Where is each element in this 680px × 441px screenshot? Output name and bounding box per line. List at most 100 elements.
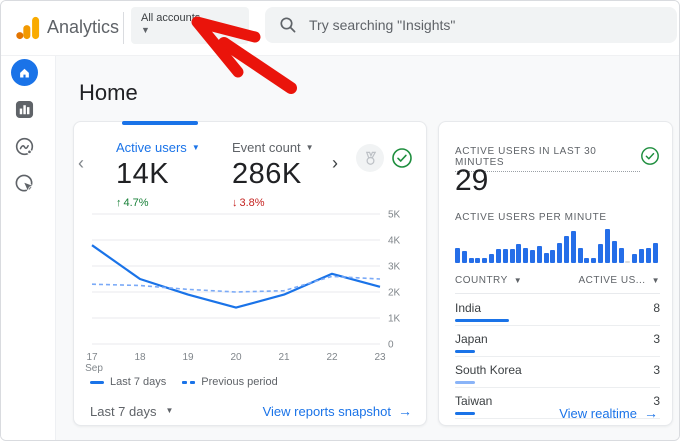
country-active-users: 3 bbox=[653, 394, 660, 408]
country-bar bbox=[455, 412, 475, 415]
metric-value: 286K bbox=[232, 158, 302, 190]
country-active-users: 3 bbox=[653, 332, 660, 346]
metric-label: Event count bbox=[232, 140, 301, 155]
minute-bar bbox=[455, 248, 460, 263]
insights-medal-icon[interactable] bbox=[356, 144, 384, 172]
metric-delta: ↑ 4.7% bbox=[116, 197, 149, 209]
minute-bar bbox=[557, 243, 563, 263]
trend-up-icon: ↑ bbox=[116, 197, 122, 209]
minute-bar bbox=[482, 258, 488, 263]
svg-text:5K: 5K bbox=[388, 210, 401, 221]
country-row[interactable]: Japan 3 bbox=[455, 326, 660, 357]
metrics-prev-button[interactable]: ‹ bbox=[78, 153, 84, 173]
minute-bar bbox=[598, 244, 604, 263]
realtime-title: ACTIVE USERS IN LAST 30 MINUTES bbox=[455, 146, 640, 172]
minute-bar bbox=[577, 248, 583, 263]
country-active-users: 8 bbox=[653, 301, 660, 315]
brand-name: Analytics bbox=[47, 17, 120, 37]
minute-bar bbox=[468, 258, 474, 263]
minute-bars bbox=[455, 227, 658, 263]
country-row[interactable]: India 8 bbox=[455, 295, 660, 326]
svg-text:20: 20 bbox=[230, 352, 242, 363]
google-analytics-logo-icon bbox=[16, 16, 40, 40]
minute-bar bbox=[645, 248, 651, 263]
arrow-right-icon: → bbox=[644, 405, 658, 421]
country-bar bbox=[455, 381, 475, 384]
active-users-trend-chart: 5K 4K 3K 2K 1K 0 17 Sep 18 19 20 21 22 23 bbox=[82, 202, 428, 375]
svg-text:19: 19 bbox=[182, 352, 194, 363]
view-reports-snapshot-link[interactable]: View reports snapshot → bbox=[262, 403, 412, 419]
minute-bar bbox=[638, 249, 644, 263]
minute-bar bbox=[529, 250, 535, 263]
arrow-right-icon: → bbox=[398, 403, 412, 419]
chevron-down-icon: ▼ bbox=[191, 142, 200, 152]
minute-bar bbox=[584, 258, 590, 263]
svg-text:21: 21 bbox=[278, 352, 290, 363]
sidebar-item-reports[interactable] bbox=[10, 95, 38, 123]
svg-text:Sep: Sep bbox=[85, 363, 103, 374]
minute-bar bbox=[632, 254, 638, 263]
chevron-down-icon: ▼ bbox=[651, 275, 660, 285]
metric-selector[interactable]: Event count ▼ bbox=[232, 140, 314, 155]
country-row[interactable]: Taiwan 3 bbox=[455, 388, 660, 419]
sidebar-item-home[interactable] bbox=[10, 58, 38, 86]
active-users-column-header[interactable]: ACTIVE US... ▼ bbox=[578, 275, 660, 286]
country-column-header[interactable]: COUNTRY ▼ bbox=[455, 275, 523, 286]
cursor-target-icon bbox=[15, 174, 35, 192]
sidebar-item-advertising[interactable] bbox=[10, 169, 38, 197]
active-metric-indicator bbox=[122, 121, 198, 125]
svg-text:3K: 3K bbox=[388, 262, 401, 273]
account-selector[interactable]: All accounts ▼ bbox=[131, 7, 249, 44]
trend-down-icon: ↓ bbox=[232, 197, 238, 209]
minute-bar bbox=[604, 229, 610, 263]
explore-trend-icon bbox=[15, 137, 33, 155]
minute-bar bbox=[489, 254, 495, 263]
chevron-down-icon: ▼ bbox=[305, 142, 314, 152]
minute-bar bbox=[618, 248, 624, 263]
data-quality-check-icon[interactable] bbox=[640, 146, 660, 171]
account-selector-label: All accounts bbox=[141, 12, 201, 24]
topbar-divider bbox=[123, 12, 124, 44]
sidebar-item-explore[interactable] bbox=[10, 132, 38, 160]
country-bar bbox=[455, 350, 475, 353]
realtime-header: ACTIVE USERS IN LAST 30 MINUTES bbox=[455, 146, 660, 172]
sidebar bbox=[1, 56, 56, 440]
country-name: Taiwan bbox=[455, 394, 493, 408]
active-users-count: 29 bbox=[455, 164, 489, 197]
realtime-card: ACTIVE USERS IN LAST 30 MINUTES 29 ACTIV… bbox=[438, 121, 673, 426]
search-bar[interactable]: Try searching "Insights" bbox=[265, 7, 677, 43]
minute-bar bbox=[523, 248, 529, 263]
date-range-selector[interactable]: Last 7 days ▼ bbox=[90, 403, 174, 419]
svg-text:1K: 1K bbox=[388, 314, 401, 325]
metric-event-count: Event count ▼ 286K ↓ 3.8% bbox=[232, 140, 314, 209]
data-quality-check-icon[interactable] bbox=[390, 146, 414, 170]
solid-line-swatch bbox=[90, 380, 104, 384]
minute-bar bbox=[536, 246, 542, 263]
svg-text:18: 18 bbox=[134, 352, 146, 363]
per-minute-label: ACTIVE USERS PER MINUTE bbox=[455, 212, 607, 223]
minute-bar bbox=[591, 258, 597, 263]
dashed-line-swatch bbox=[182, 380, 196, 384]
country-active-users: 3 bbox=[653, 363, 660, 377]
svg-text:17: 17 bbox=[86, 352, 98, 363]
metric-label: Active users bbox=[116, 140, 187, 155]
svg-text:4K: 4K bbox=[388, 236, 401, 247]
country-row[interactable]: South Korea 3 bbox=[455, 357, 660, 388]
minute-bar bbox=[625, 261, 631, 263]
minute-bar bbox=[652, 243, 658, 263]
minute-bar bbox=[543, 253, 549, 263]
overview-card: ‹ Active users ▼ 14K ↑ 4.7% Event count … bbox=[73, 121, 427, 426]
country-table-rows: India 8 Japan 3 South Korea 3 Taiwan 3 bbox=[455, 295, 660, 419]
overview-footer: Last 7 days ▼ View reports snapshot → bbox=[90, 403, 412, 419]
metric-selector[interactable]: Active users ▼ bbox=[116, 140, 200, 155]
minute-bar bbox=[550, 250, 556, 263]
minute-bar bbox=[475, 258, 481, 263]
country-table-header: COUNTRY ▼ ACTIVE US... ▼ bbox=[455, 275, 660, 294]
minute-bar bbox=[495, 249, 501, 263]
search-placeholder: Try searching "Insights" bbox=[309, 17, 456, 33]
svg-text:22: 22 bbox=[326, 352, 338, 363]
svg-text:23: 23 bbox=[374, 352, 386, 363]
metrics-next-button[interactable]: › bbox=[332, 153, 338, 173]
view-realtime-link[interactable]: View realtime → bbox=[559, 405, 658, 421]
